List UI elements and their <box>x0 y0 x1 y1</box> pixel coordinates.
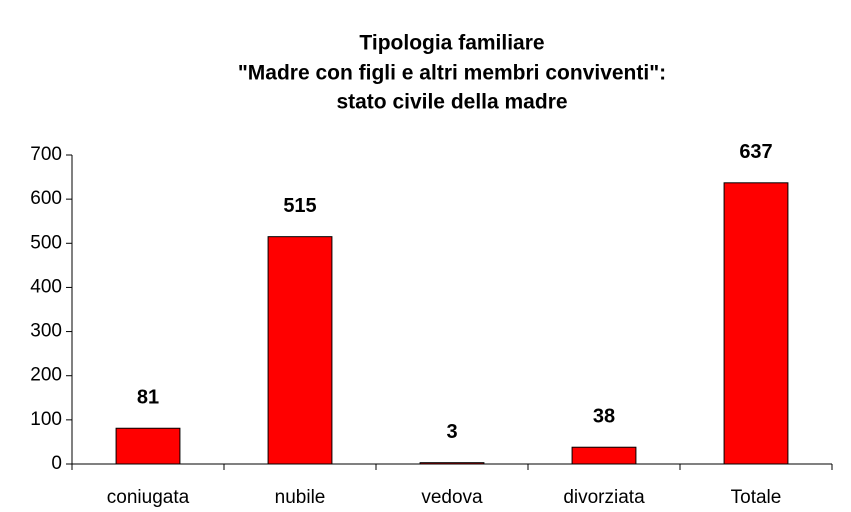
x-tick-label: nubile <box>275 487 326 508</box>
y-tick-label: 700 <box>30 144 62 165</box>
value-label: 81 <box>137 387 159 409</box>
bar <box>723 182 789 465</box>
bar <box>267 236 333 465</box>
value-label: 38 <box>593 406 615 428</box>
y-tick-label: 300 <box>30 321 62 342</box>
y-tick-label: 500 <box>30 232 62 253</box>
y-tick-label: 400 <box>30 276 62 297</box>
value-label: 515 <box>283 195 316 217</box>
x-tick-label: Totale <box>731 487 782 508</box>
chart-title: "Madre con figli e altri membri conviven… <box>238 62 666 85</box>
chart-title: stato civile della madre <box>336 91 567 114</box>
bar <box>115 427 181 465</box>
bar <box>571 446 637 465</box>
x-tick-label: vedova <box>421 487 483 508</box>
value-label: 3 <box>446 421 457 443</box>
y-tick-label: 600 <box>30 188 62 209</box>
chart-title: Tipologia familiare <box>359 32 544 55</box>
x-tick-label: coniugata <box>107 487 190 508</box>
bar <box>419 462 485 465</box>
y-tick-label: 200 <box>30 365 62 386</box>
y-tick-label: 100 <box>30 409 62 430</box>
x-tick-label: divorziata <box>563 487 645 508</box>
value-label: 637 <box>739 141 772 163</box>
y-tick-label: 0 <box>51 453 62 474</box>
